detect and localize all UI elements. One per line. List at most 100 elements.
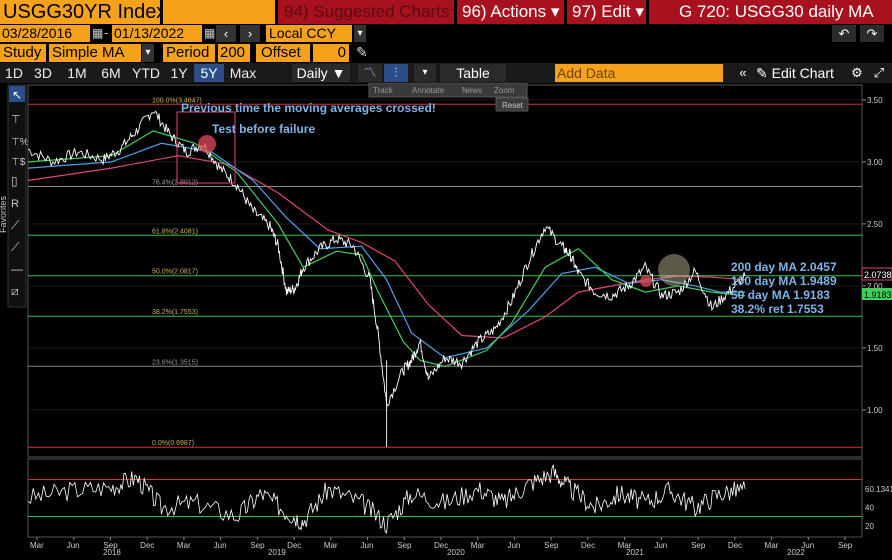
prev-period-button[interactable]: ‹ [216,25,236,42]
x-tick-label: Jun [801,541,814,550]
chevron-down-icon[interactable]: ▾ [354,25,366,42]
range-button-1y[interactable]: 1Y [164,64,194,82]
offset-label: Offset [256,44,310,62]
chart-toolbar: 1D 3D 1M 6M YTD 1Y 5Y Max Daily ▼ 〽 ⫶ ▾ Table A… [0,63,892,83]
y-tick-label: 2.50 [867,220,883,229]
track-button[interactable]: Track [373,86,394,95]
dollar-tool-icon[interactable]: ⊤$ [11,157,26,168]
y-tick-label: 1.00 [867,406,883,415]
line-chart-icon[interactable]: 〽 [358,64,382,82]
pencil-icon: ✎ [756,65,768,81]
fib-level-label: 50.0%(2.0817) [152,269,198,276]
offset-input[interactable]: 0 [313,44,349,62]
highlight-circle[interactable] [658,254,690,286]
reset-button[interactable]: Reset [502,101,524,110]
study-select[interactable]: Simple MA [49,44,141,62]
x-tick-label: Mar [177,541,191,550]
x-tick-label: Sep [103,541,118,550]
x-tick-label: Jun [67,541,80,550]
percent-tool-icon[interactable]: ⊤% [11,137,29,148]
range-button-1d[interactable]: 1D [2,64,26,82]
pencil-icon[interactable]: ✎ [356,44,368,60]
edit-chart-button[interactable]: ✎ Edit Chart [756,64,834,82]
highlight-circle[interactable] [198,135,216,153]
expand-icon[interactable]: ⤢ [873,65,885,80]
range-button-6m[interactable]: 6M [94,64,128,82]
trend-tool-icon[interactable]: ⊤ [11,114,21,126]
favorites-tab[interactable]: Favorites [0,195,8,233]
annotation-failure: Test before failure [212,122,315,136]
next-period-button[interactable]: › [240,25,260,42]
last-ma-label: 1.9183 [864,290,892,300]
range-button-3d[interactable]: 3D [26,64,60,82]
study-label: Study [0,44,46,62]
collapse-icon[interactable]: « [739,65,747,80]
legend-entry: 50 day MA 1.9183 [731,288,830,302]
table-button[interactable]: Table [440,64,506,82]
frequency-select[interactable]: Daily ▼ [292,64,350,82]
pointer-tool-icon[interactable] [9,86,25,102]
x-tick-label: Dec [581,541,595,550]
period-input[interactable]: 200 [218,44,250,62]
chevron-down-icon: ▾ [550,2,560,21]
end-date-input[interactable]: 01/13/2022 [112,25,202,42]
bracket-tool-icon[interactable]: ▯ [11,174,18,188]
range-button-5y[interactable]: 5Y [194,64,224,82]
edit-menu[interactable]: 97) Edit ▾ [567,0,646,24]
chevron-down-icon[interactable]: ▾ [142,44,154,62]
calendar-icon[interactable]: ▦ [204,26,216,40]
news-button[interactable]: News [462,86,482,95]
undo-icon[interactable]: ↶ [832,25,856,42]
series-line-50-day-ma [27,130,746,368]
annotation-crossed: Previous time the moving averages crosse… [181,101,436,115]
y-tick-label: 1.50 [867,344,883,353]
add-data-input[interactable]: Add Data [555,64,723,82]
chevron-down-icon: ▾ [635,2,644,21]
x-tick-label: Mar [30,541,44,550]
svg-text:↖: ↖ [12,88,22,102]
chevron-down-icon: ▼ [331,65,346,81]
suggested-charts-button[interactable]: 94) Suggested Charts [278,0,454,24]
year-label: 2018 [103,548,121,557]
zoom-button[interactable]: Zoom [494,86,515,95]
channel-tool-icon[interactable]: ⧄ [11,284,19,298]
last-price-label: 2.0738 [864,270,892,280]
rsi-panel [27,458,863,538]
annotation-box[interactable] [176,111,236,184]
x-tick-label: Jun [361,541,374,550]
series-line-100-day-ma [27,142,746,359]
hline-tool-icon[interactable]: — [11,262,23,276]
year-label: 2019 [268,548,286,557]
legend-entry: 38.2% ret 1.7553 [731,302,824,316]
header-bar: USGG30YR Index 94) Suggested Charts 96) … [0,0,892,24]
fib-tool-icon[interactable]: R [11,198,19,210]
x-tick-label: Mar [471,541,485,550]
annotate-button[interactable]: Annotate [412,86,445,95]
currency-select[interactable]: Local CCY [266,25,352,42]
legend-entry: 100 day MA 1.9489 [731,274,837,288]
period-label: Period [163,44,215,62]
calendar-icon[interactable]: ▦ [92,26,104,40]
x-tick-label: Jun [654,541,667,550]
date-bar: 03/28/2016 ▦ - 01/13/2022 ▦ ‹ › Local CC… [0,24,892,43]
actions-menu[interactable]: 96) Actions ▾ [457,0,564,24]
rsi-line [27,464,746,534]
ticker-field[interactable]: USGG30YR Index [0,0,160,24]
x-tick-label: Jun [214,541,227,550]
start-date-input[interactable]: 03/28/2016 [0,25,90,42]
x-tick-label: Mar [618,541,632,550]
redo-icon[interactable]: ↷ [860,25,884,42]
line-tool-icon[interactable]: ⟋ [11,218,20,232]
settings-icon[interactable]: ⚙ [851,65,863,80]
ray-tool-icon[interactable]: ⟋ [11,240,20,254]
fib-level-label: 100.0%(3.4647) [152,97,202,104]
ticker-field-pad[interactable] [163,0,275,24]
bar-chart-icon[interactable]: ⫶ [384,64,408,82]
range-button-max[interactable]: Max [224,64,262,82]
fib-level-label: 61.8%(2.4081) [152,228,198,235]
range-button-ytd[interactable]: YTD [128,64,164,82]
range-button-1m[interactable]: 1M [60,64,94,82]
chevron-down-icon[interactable]: ▾ [414,64,436,82]
chart-area: ↖ ⊤ ⊤% ⊤$ ▯ R ⟋ ⟋ — ⧄ Favorites 100.0%(3… [0,82,892,557]
highlight-circle[interactable] [640,275,652,287]
